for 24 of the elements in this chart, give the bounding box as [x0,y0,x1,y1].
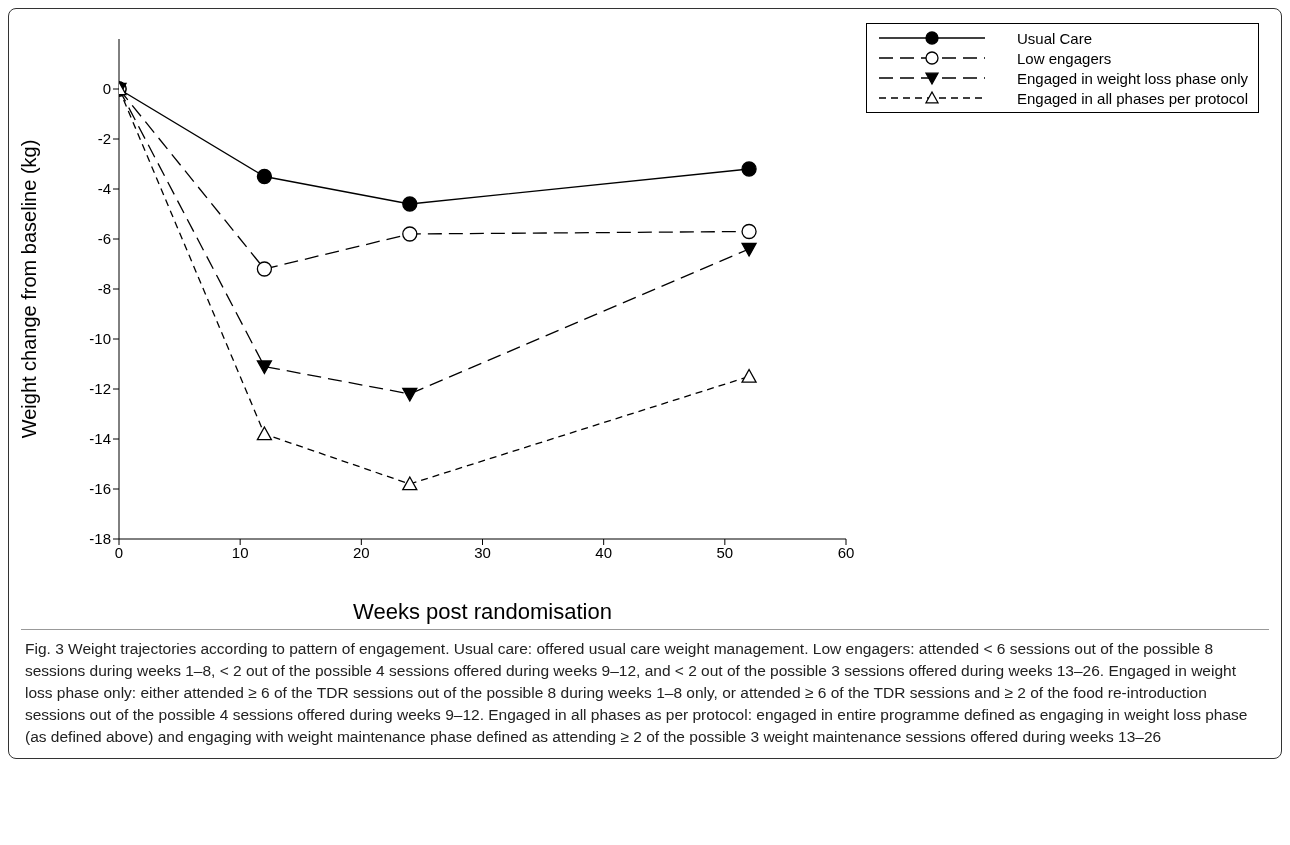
x-tick-label: 0 [114,543,124,561]
text: Engaged in weight loss phase only [1017,69,1248,87]
y-tick-label: -8 [97,280,111,298]
x-tick-label: 20 [352,543,370,561]
y-tick-label: -6 [97,230,111,248]
caption: Fig. 3 Weight trajectories according to pattern of engagement. Usual care: offered usual care weight management. Low engagers: attended < 6 sessions out of the possible 8 sessions during weeks 1–8, < 2 out of the possible 4 sessions offered during weeks 9–12, and < 2 out of the possible 3 sessions offered during weeks 13–26. Engaged in weight loss phase only: either attended ≥ 6 of the TDR sessions out of the possible 8 during weeks 1–8 only, or attended ≥ 6 of the TDR sessions and ≥ 2 of the food re-introduction sessions out of the possible 4 sessions offered during weeks 9–12. Engaged in all phases as per protocol: engaged in entire programme defined as engaging in weight loss phase (as defined above) and engaging with weight maintenance phase defined as attending ≥ 2 of the possible 3 weight maintenance sessions offered during weeks 13–26 [25,639,1249,747]
y-tick-label: -18 [89,530,111,548]
y-tick-label: -2 [97,130,111,148]
x-tick-label: 30 [474,543,491,561]
text: Engaged in all phases per protocol [1017,89,1248,107]
x-tick-label: 60 [837,543,855,561]
x-axis-title: Weeks post randomisation [353,599,612,624]
y-tick-label: -16 [89,480,111,498]
y-tick-label: 0 [102,80,111,98]
text: Usual Care [1017,29,1093,47]
y-axis-title: Weight change from baseline (kg) [18,139,41,439]
text: Low engagers [1017,49,1112,67]
y-tick-label: -14 [89,430,111,448]
x-tick-label: 50 [716,543,734,561]
x-tick-label: 10 [231,543,249,561]
y-tick-label: -4 [97,180,111,198]
y-tick-label: -12 [89,380,111,398]
y-tick-label: -10 [89,330,111,348]
x-tick-label: 40 [595,543,613,561]
